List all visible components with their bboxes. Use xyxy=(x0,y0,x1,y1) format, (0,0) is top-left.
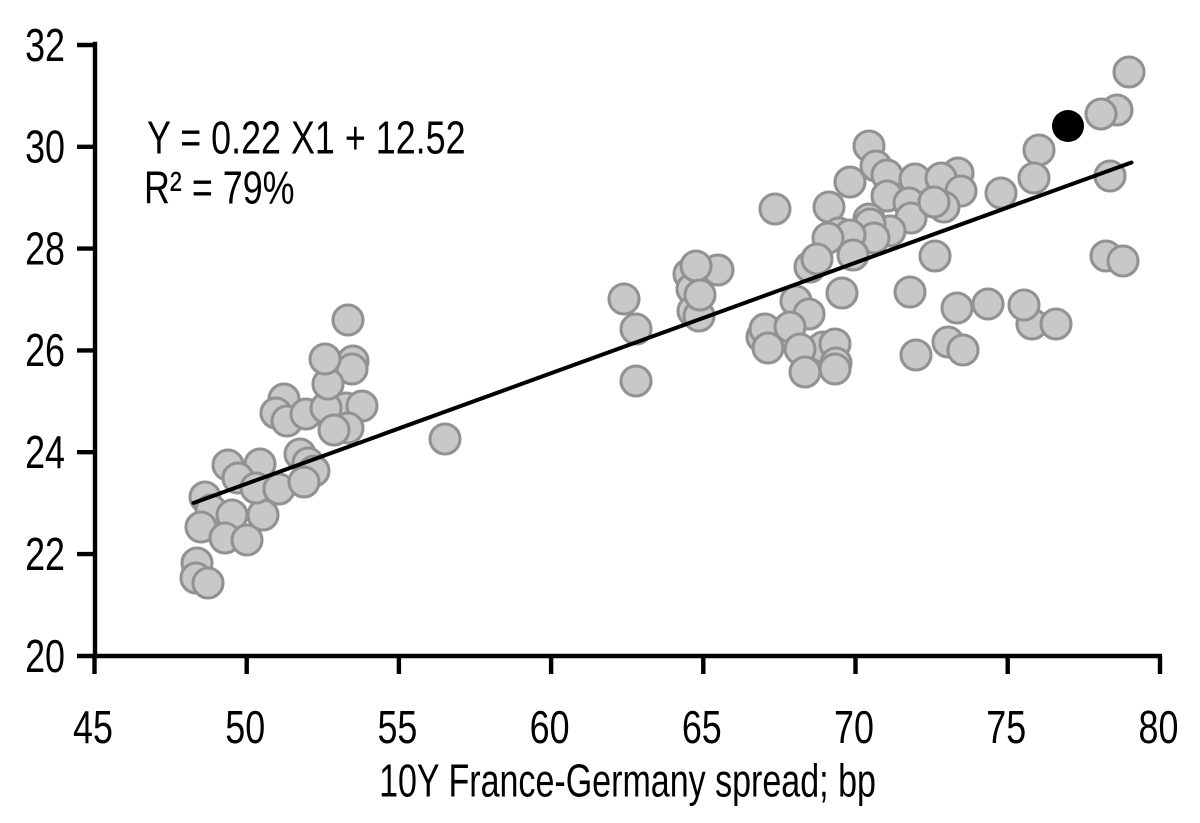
svg-text:70: 70 xyxy=(834,702,874,753)
svg-text:60: 60 xyxy=(530,702,570,753)
svg-text:50: 50 xyxy=(225,702,265,753)
svg-text:75: 75 xyxy=(986,702,1026,753)
svg-text:45: 45 xyxy=(73,702,113,753)
svg-text:26: 26 xyxy=(25,325,65,376)
svg-text:80: 80 xyxy=(1139,702,1179,753)
svg-text:22: 22 xyxy=(25,529,65,580)
svg-text:24: 24 xyxy=(25,427,65,478)
svg-text:32: 32 xyxy=(25,20,65,71)
svg-text:30: 30 xyxy=(25,121,65,172)
svg-text:65: 65 xyxy=(682,702,722,753)
svg-text:Y = 0.22 X1 + 12.52: Y = 0.22 X1 + 12.52 xyxy=(147,112,466,163)
svg-text:28: 28 xyxy=(25,223,65,274)
svg-text:10Y France-Germany spread; bp: 10Y France-Germany spread; bp xyxy=(379,754,876,806)
svg-text:R² = 79%: R² = 79% xyxy=(144,162,295,213)
svg-text:55: 55 xyxy=(377,702,417,753)
svg-text:20: 20 xyxy=(25,631,65,682)
